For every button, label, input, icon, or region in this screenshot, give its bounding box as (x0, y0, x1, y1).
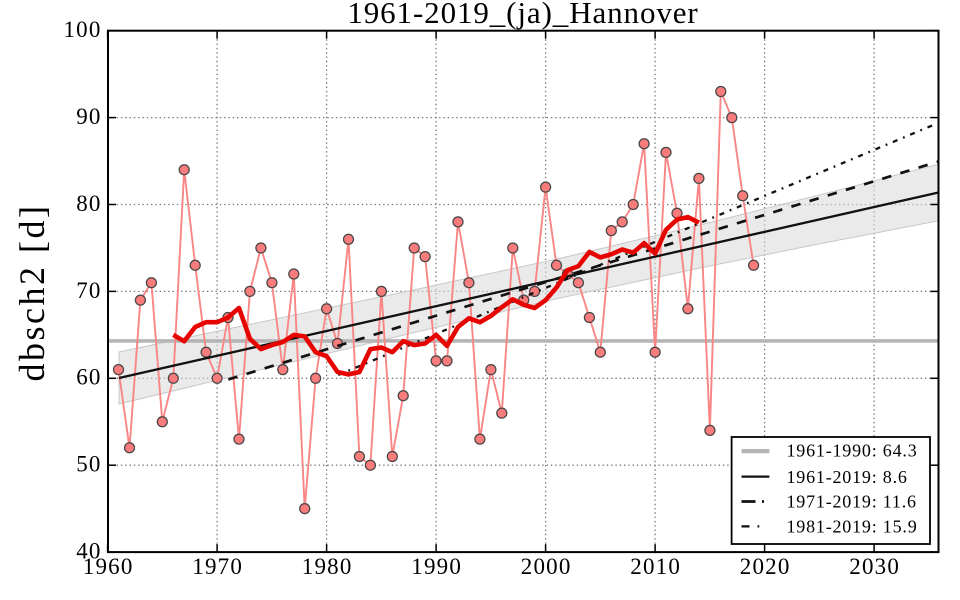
svg-text:2010: 2010 (630, 554, 681, 579)
svg-text:1971-2019: 11.6: 1971-2019: 11.6 (787, 492, 917, 512)
svg-text:dbsch2 [d]: dbsch2 [d] (12, 204, 52, 382)
svg-text:80: 80 (76, 191, 101, 216)
svg-text:70: 70 (76, 278, 101, 303)
svg-text:90: 90 (76, 104, 101, 129)
svg-text:100: 100 (63, 17, 101, 42)
svg-text:40: 40 (76, 539, 101, 564)
svg-text:1961-2019_(ja)_Hannover: 1961-2019_(ja)_Hannover (347, 0, 698, 30)
svg-text:1961-1990: 64.3: 1961-1990: 64.3 (787, 441, 918, 461)
svg-text:50: 50 (76, 452, 101, 477)
svg-text:60: 60 (76, 365, 101, 390)
svg-text:2030: 2030 (849, 554, 900, 579)
svg-text:1961-2019: 8.6: 1961-2019: 8.6 (787, 467, 908, 487)
svg-text:1980: 1980 (302, 554, 353, 579)
svg-text:2000: 2000 (521, 554, 572, 579)
svg-text:1970: 1970 (192, 554, 243, 579)
svg-text:1960: 1960 (83, 554, 134, 579)
svg-text:1990: 1990 (411, 554, 462, 579)
svg-text:2020: 2020 (740, 554, 791, 579)
svg-text:1981-2019: 15.9: 1981-2019: 15.9 (787, 517, 918, 537)
